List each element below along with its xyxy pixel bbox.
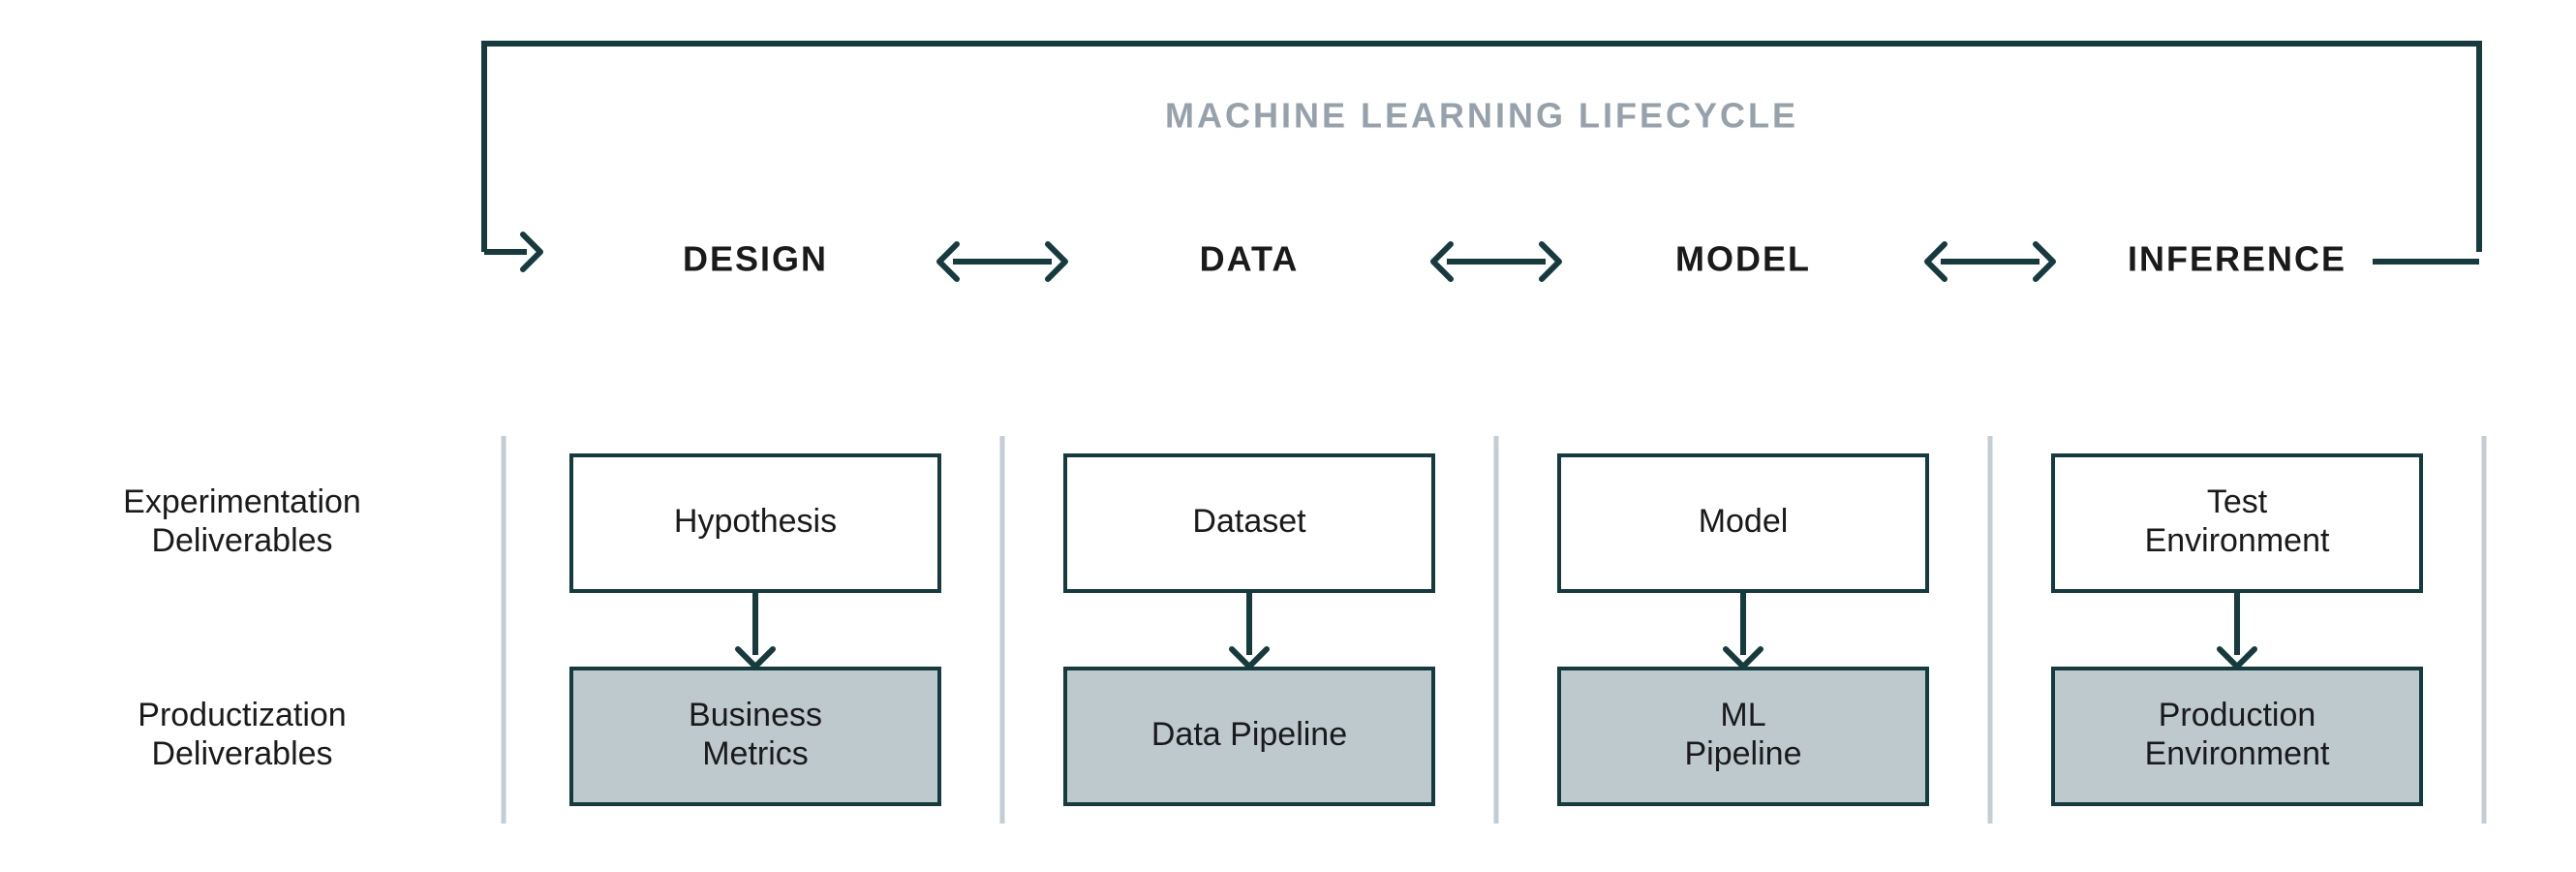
exp-box-label-design: Hypothesis xyxy=(674,503,837,540)
row-label-productization: ProductizationDeliverables xyxy=(138,697,346,772)
stage-label-data: DATA xyxy=(1200,239,1300,279)
ml-lifecycle-diagram: MACHINE LEARNING LIFECYCLE DESIGN DATA MODE… xyxy=(0,0,2576,872)
row-label-experimentation: ExperimentationDeliverables xyxy=(123,483,361,559)
diagram-title: MACHINE LEARNING LIFECYCLE xyxy=(1165,96,1798,136)
exp-box-label-data: Dataset xyxy=(1192,503,1306,540)
stage-label-model: MODEL xyxy=(1675,239,1811,279)
feedback-loop xyxy=(484,44,2479,252)
stage-label-inference: INFERENCE xyxy=(2128,239,2346,279)
prod-box-label-data: Data Pipeline xyxy=(1151,716,1347,753)
stage-label-design: DESIGN xyxy=(683,239,828,279)
exp-box-label-model: Model xyxy=(1699,503,1789,540)
